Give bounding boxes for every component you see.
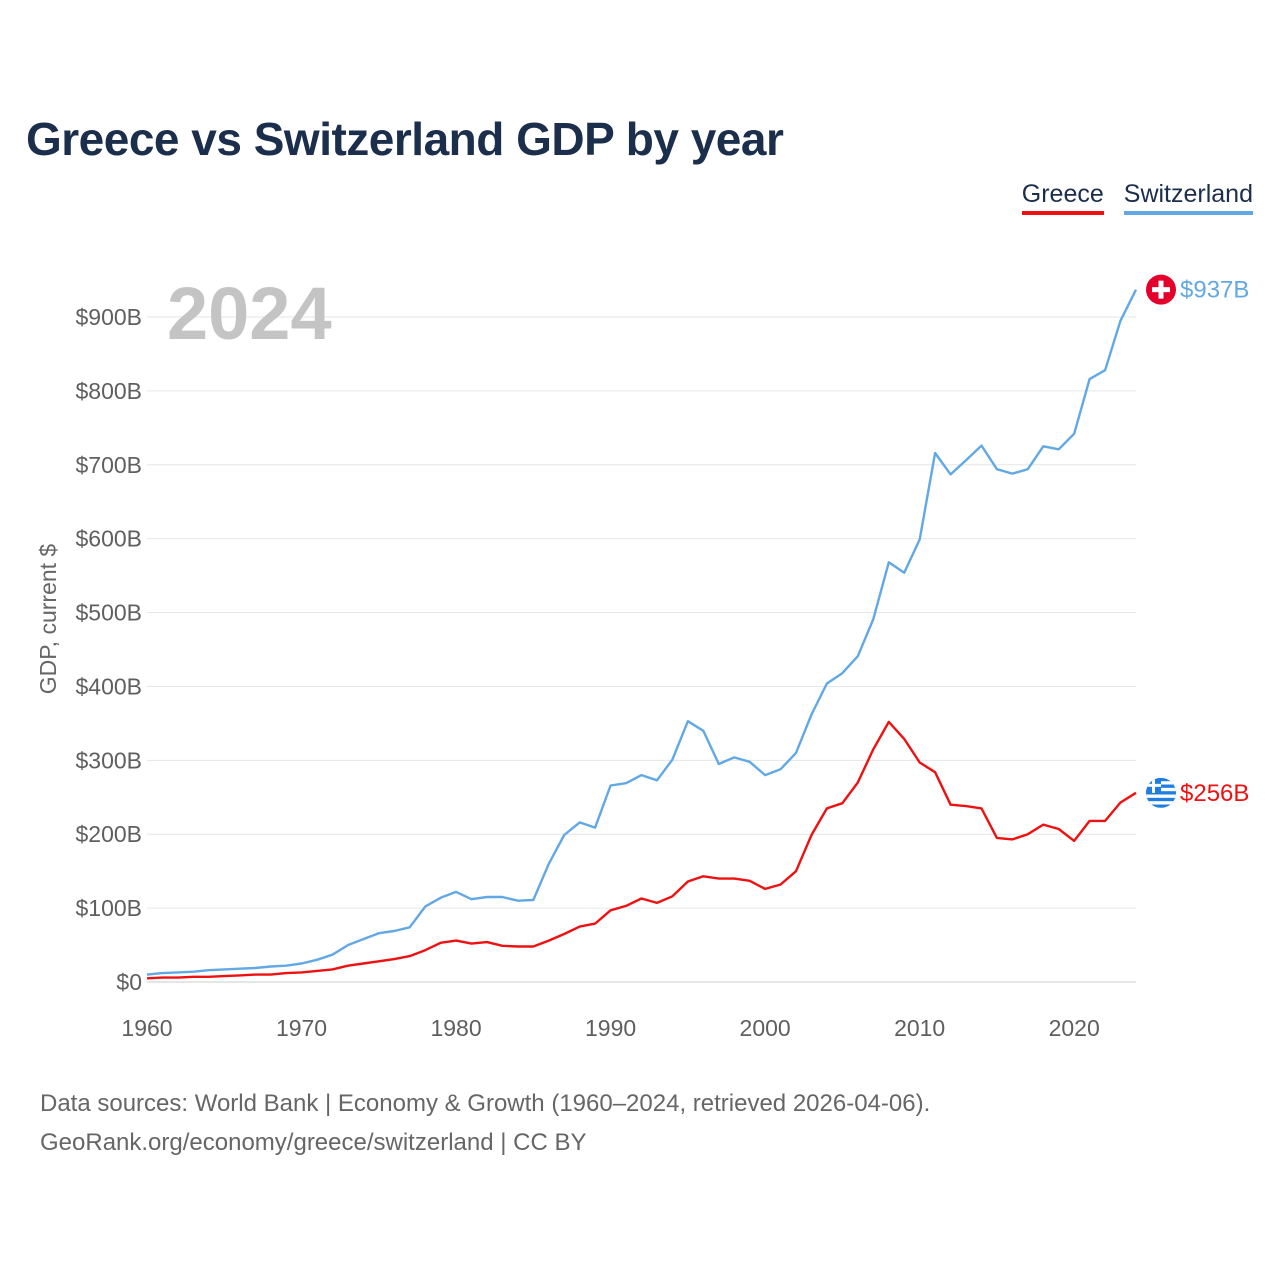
x-axis-ticks: 1960 1970 1980 1990 2000 2010 2020 xyxy=(121,1015,1099,1041)
legend-item-switzerland[interactable]: Switzerland xyxy=(1123,180,1253,215)
x-tick-label: 1980 xyxy=(430,1015,481,1041)
x-tick-label: 2000 xyxy=(740,1015,791,1041)
series-line-greece[interactable] xyxy=(146,720,1137,980)
source-line-2[interactable]: GeoRank.org/economy/greece/switzerland |… xyxy=(40,1129,587,1156)
y-tick-label: $900B xyxy=(75,304,142,330)
y-tick-label: $500B xyxy=(75,600,142,626)
legend-item-greece[interactable]: Greece xyxy=(1021,180,1104,215)
y-tick-label: $400B xyxy=(75,673,142,699)
series-line-switzerland[interactable] xyxy=(146,289,1138,976)
switzerland-flag-icon xyxy=(1146,274,1176,305)
x-tick-label: 1960 xyxy=(121,1015,172,1041)
end-value-label-switzerland: $937B xyxy=(1180,277,1249,304)
end-value-label-greece: $256B xyxy=(1180,780,1249,807)
y-tick-label: $800B xyxy=(75,378,142,404)
grid-lines xyxy=(147,316,1136,983)
y-tick-label: $200B xyxy=(75,821,142,847)
y-axis-ticks: $0 $100B $200B $300B $400B $500B $600B $700B $80… xyxy=(75,304,142,995)
greece-flag-icon xyxy=(1146,777,1176,808)
y-tick-label: $300B xyxy=(75,747,142,773)
y-axis-label: GDP, current $ xyxy=(35,544,61,695)
y-tick-label: $0 xyxy=(116,969,142,995)
end-labels: $937B $256B xyxy=(1146,274,1249,808)
x-tick-label: 1990 xyxy=(585,1015,636,1041)
source-line-1: Data sources: World Bank | Economy & Gro… xyxy=(40,1090,931,1117)
page-title: Greece vs Switzerland GDP by year xyxy=(26,113,784,165)
y-tick-label: $700B xyxy=(75,452,142,478)
x-tick-label: 2020 xyxy=(1049,1015,1100,1041)
series-lines xyxy=(146,289,1138,980)
data-source: Data sources: World Bank | Economy & Gro… xyxy=(40,1084,930,1162)
x-tick-label: 2010 xyxy=(894,1015,945,1041)
y-tick-label: $100B xyxy=(75,895,142,921)
x-tick-label: 1970 xyxy=(276,1015,327,1041)
year-display: 2024 xyxy=(167,272,332,355)
legend: Greece Switzerland xyxy=(1021,180,1253,215)
y-tick-label: $600B xyxy=(75,526,142,552)
